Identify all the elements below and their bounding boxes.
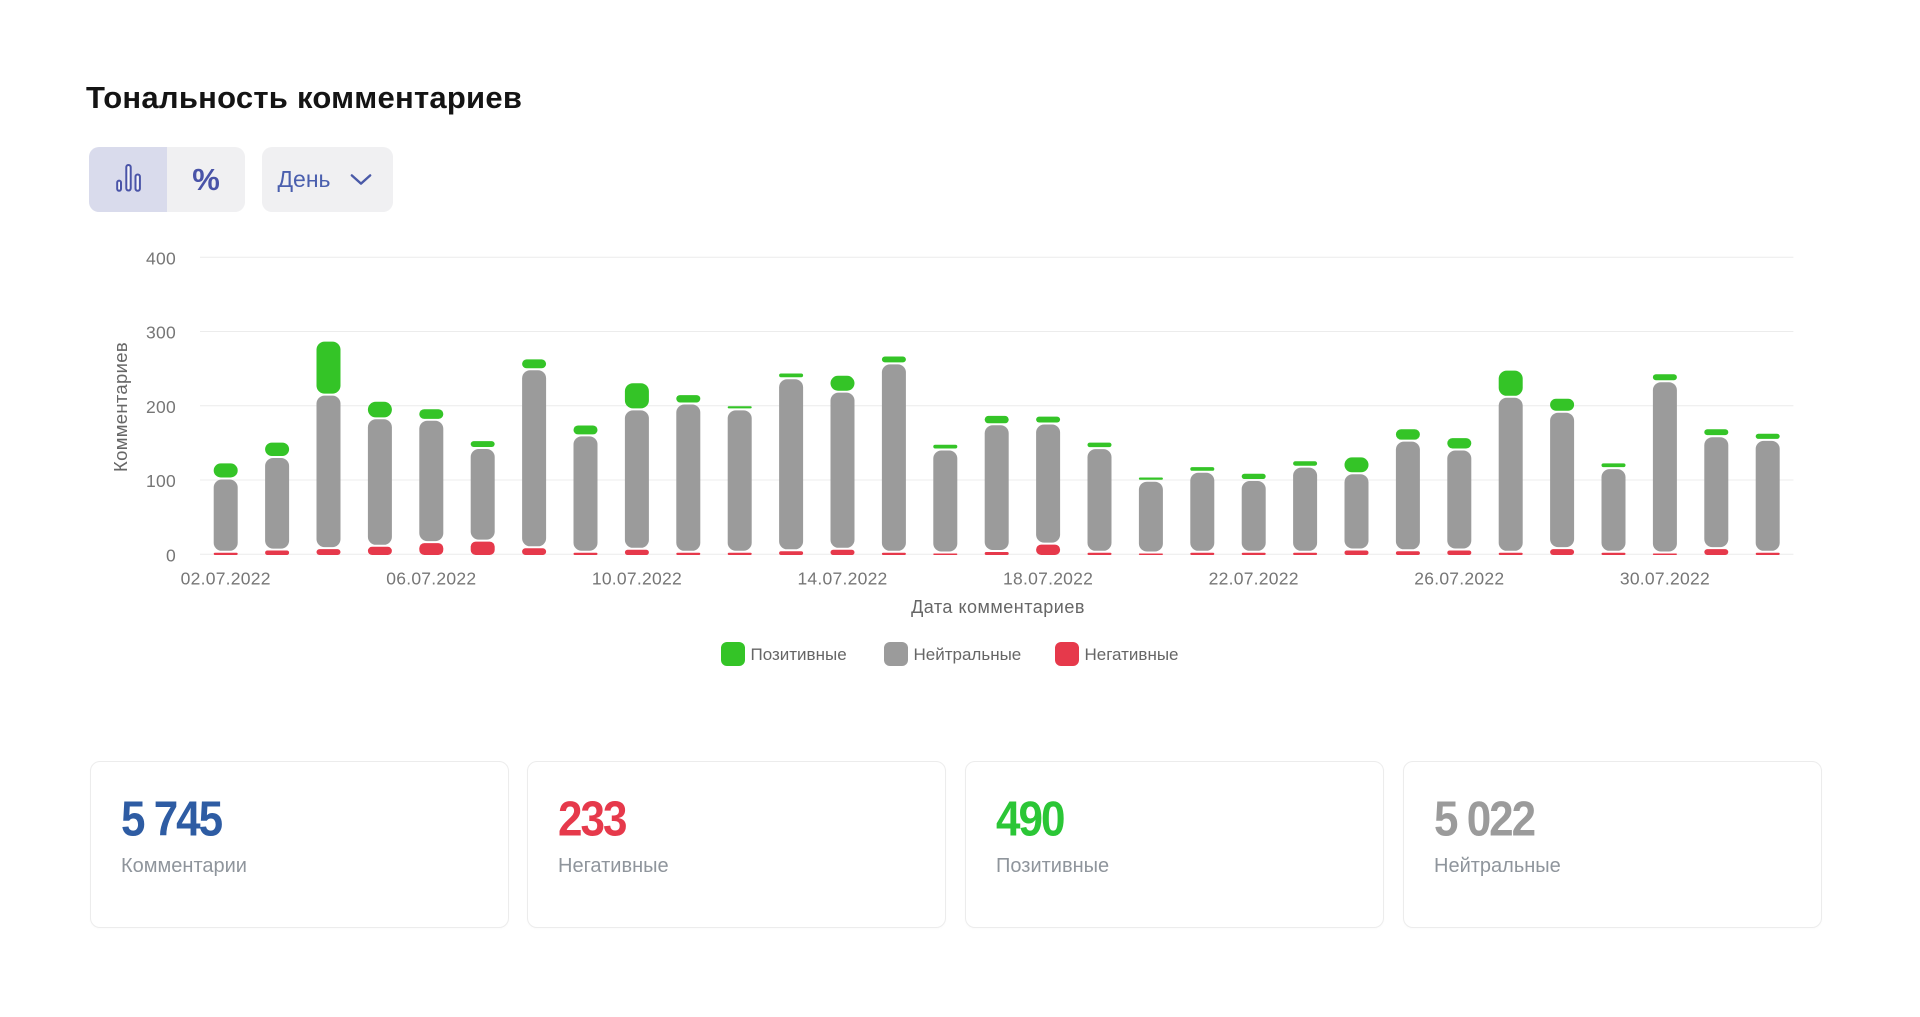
svg-text:18.07.2022: 18.07.2022 [1003,569,1093,589]
svg-text:22.07.2022: 22.07.2022 [1209,569,1299,589]
svg-text:Нейтральные: Нейтральные [914,645,1022,664]
svg-text:400: 400 [146,249,176,269]
svg-text:200: 200 [146,397,176,417]
svg-text:Позитивные: Позитивные [751,645,847,664]
svg-text:14.07.2022: 14.07.2022 [797,569,887,589]
svg-text:10.07.2022: 10.07.2022 [592,569,682,589]
svg-text:Комментариев: Комментариев [110,342,131,472]
svg-text:Дата комментариев: Дата комментариев [911,597,1085,617]
svg-text:100: 100 [146,471,176,491]
svg-text:30.07.2022: 30.07.2022 [1620,569,1710,589]
svg-text:300: 300 [146,323,176,343]
svg-text:26.07.2022: 26.07.2022 [1414,569,1504,589]
svg-text:06.07.2022: 06.07.2022 [386,569,476,589]
svg-text:Негативные: Негативные [1085,645,1179,664]
svg-text:02.07.2022: 02.07.2022 [181,569,271,589]
svg-text:0: 0 [166,546,176,566]
